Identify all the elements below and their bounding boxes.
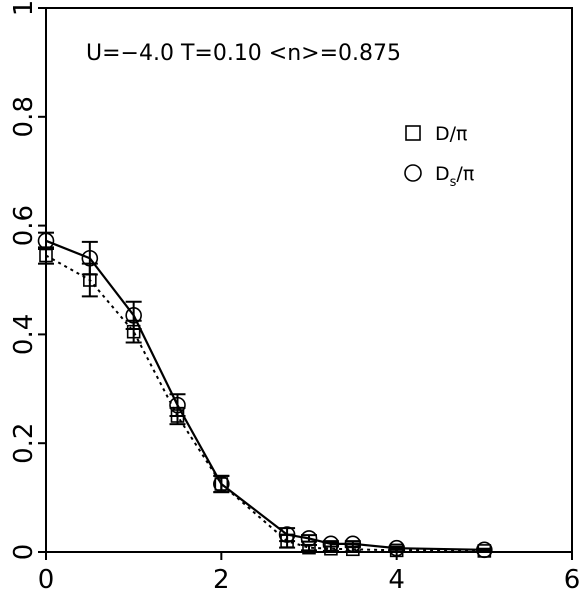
data-point-circle xyxy=(344,535,362,553)
error-bar xyxy=(279,527,296,543)
y-tick-label: 0 xyxy=(9,544,39,561)
series-layer xyxy=(37,231,493,559)
x-tick-label: 0 xyxy=(38,565,55,595)
legend-label: Ds/π xyxy=(435,163,474,190)
series-line xyxy=(45,254,485,552)
axes: 0 2 4 6 0 0.2 0.4 0.6 0.8 1 xyxy=(9,0,580,595)
series-line xyxy=(45,239,485,551)
y-tick-label: 1 xyxy=(9,0,39,16)
legend-marker-circle xyxy=(404,164,422,182)
legend-item: Ds/π xyxy=(404,163,474,190)
error-bar xyxy=(476,547,493,552)
data-point-circle xyxy=(213,475,230,493)
data-point-circle xyxy=(37,232,55,250)
data-point-circle xyxy=(476,541,493,559)
error-bar xyxy=(388,545,405,551)
data-point-circle xyxy=(300,530,318,547)
data-point-circle xyxy=(81,249,99,267)
x-tick-label: 2 xyxy=(213,565,230,595)
data-point-circle xyxy=(278,526,296,543)
data-point-circle xyxy=(388,539,405,557)
data-point-circle xyxy=(125,307,142,324)
y-tick-label: 0.4 xyxy=(9,314,39,355)
error-bar xyxy=(344,540,361,548)
legend-item: D/π xyxy=(405,123,467,145)
series-1 xyxy=(38,246,493,558)
legend: D/π Ds/π xyxy=(404,123,474,190)
error-bar xyxy=(322,540,339,548)
series-2 xyxy=(37,231,493,559)
legend-label: D/π xyxy=(435,123,467,145)
error-bar xyxy=(81,240,98,276)
error-bar xyxy=(301,534,317,543)
y-tick-label: 0.2 xyxy=(9,423,39,464)
data-point-circle xyxy=(169,396,186,414)
x-tick-label: 4 xyxy=(388,565,405,595)
data-point-circle xyxy=(322,535,340,553)
error-bar xyxy=(125,300,142,330)
x-tick-label: 6 xyxy=(564,565,581,595)
legend-marker-square xyxy=(405,125,421,141)
plot-frame xyxy=(45,7,573,553)
y-tick-label: 0.6 xyxy=(9,205,39,246)
chart-annotation: U=−4.0 T=0.10 <n>=0.875 xyxy=(86,41,401,66)
y-tick-label: 0.8 xyxy=(9,96,39,137)
